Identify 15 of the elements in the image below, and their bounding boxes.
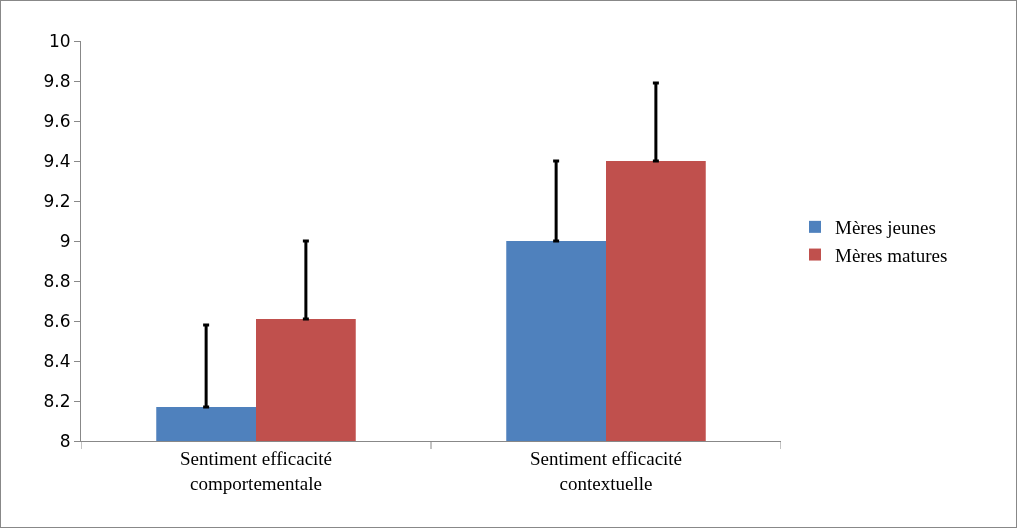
y-tick-label: 9.4 [43,150,71,171]
legend-label: Mères jeunes [835,217,936,239]
y-tick-label: 8.8 [43,270,71,291]
x-tick-label: Sentiment efficacité contextuelle [529,447,683,494]
y-tick-label: 9.2 [43,190,71,211]
y-tick-label: 8 [59,430,71,451]
y-tick-label: 9.6 [43,110,71,131]
y-tick-label: 8.4 [43,350,71,371]
legend-label: Mères matures [835,244,948,266]
y-tick-label: 8.2 [43,390,71,411]
x-tick-label: Sentiment efficacité comportementale [179,447,333,494]
y-tick-label: 8.6 [43,310,71,331]
y-tick-label: 9 [59,230,71,251]
y-tick-label: 9.8 [43,70,71,91]
y-tick-label: 10 [48,30,71,51]
